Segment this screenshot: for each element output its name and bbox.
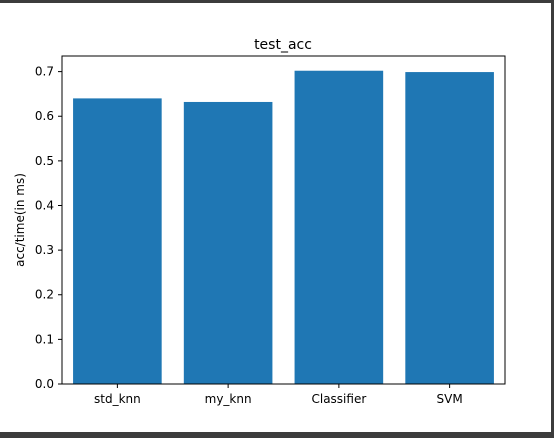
bar-std-knn <box>73 98 162 384</box>
x-tick-label: std_knn <box>94 392 141 406</box>
y-tick-label: 0.4 <box>35 198 54 212</box>
bar-my-knn <box>183 101 273 385</box>
x-tick-label: my_knn <box>205 392 252 406</box>
y-tick-label: 0.7 <box>35 65 54 79</box>
y-tick-label: 0.5 <box>35 154 54 168</box>
plot-area-frame <box>61 55 506 385</box>
chart-title: test_acc <box>254 37 312 53</box>
bar-svm <box>405 72 494 384</box>
y-tick-label: 0.3 <box>35 243 54 257</box>
window-right-edge <box>551 0 554 438</box>
y-tick-label: 0.2 <box>35 288 54 302</box>
y-tick-label: 0.6 <box>35 109 54 123</box>
y-axis-ticks: 0.0 0.1 0.2 0.3 0.4 0.5 0.6 0.7 <box>35 65 62 391</box>
x-axis-ticks: std_knn my_knn Classifier SVM <box>94 384 463 406</box>
window-bottom-edge <box>0 432 554 438</box>
bars-group <box>73 70 494 385</box>
x-tick-label: Classifier <box>311 392 366 406</box>
bar-classifier <box>294 70 384 384</box>
y-tick-label: 0.1 <box>35 332 54 346</box>
window-top-edge <box>0 0 554 3</box>
y-axis-label: acc/time(in ms) <box>13 173 27 267</box>
x-tick-label: SVM <box>437 392 463 406</box>
y-tick-label: 0.0 <box>35 377 54 391</box>
